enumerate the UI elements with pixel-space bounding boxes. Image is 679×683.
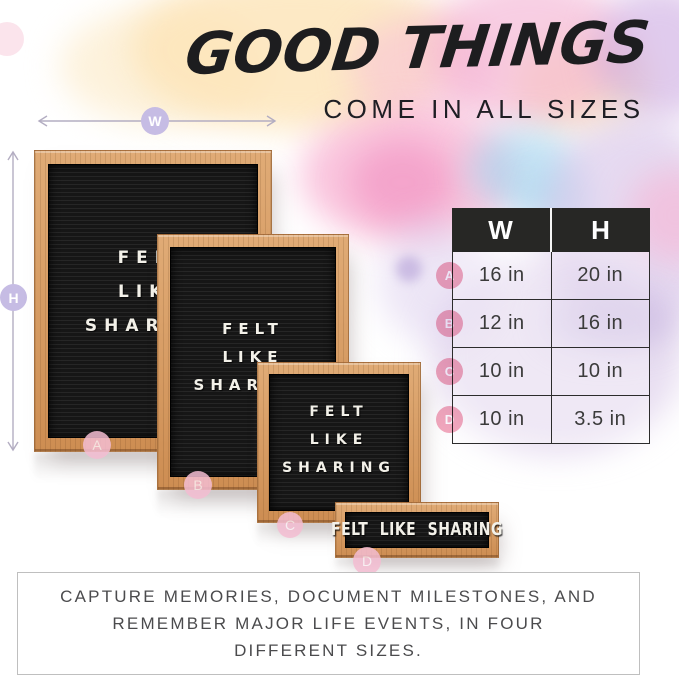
table-cell-b-h: 16 in xyxy=(551,300,649,347)
table-row-d-dot: D xyxy=(436,406,463,433)
table-row: 16 in 20 in xyxy=(453,252,649,299)
table-row-c-dot-label: C xyxy=(444,364,455,379)
height-dimension-label: H xyxy=(8,289,19,306)
caption-box: CAPTURE MEMORIES, DOCUMENT MILESTONES, A… xyxy=(17,572,640,675)
table-row-a-dot: A xyxy=(436,262,463,289)
table-row-b-dot: B xyxy=(436,310,463,337)
table-cell-b-w: 12 in xyxy=(453,300,552,347)
caption-line: REMEMBER MAJOR LIFE EVENTS, IN FOUR xyxy=(112,614,545,633)
height-dimension-badge: H xyxy=(0,284,27,311)
table-cell-c-w: 10 in xyxy=(453,348,552,395)
table-row: 10 in 10 in xyxy=(453,347,649,395)
table-row-b-dot-label: B xyxy=(444,316,455,331)
board-c-text-line: FELT xyxy=(309,403,369,420)
table-cell-c-h: 10 in xyxy=(551,348,649,395)
letter-board-c-felt: FELT LIKE SHARING xyxy=(269,374,409,511)
size-table-header-h: H xyxy=(591,214,611,245)
board-c-size-dot: C xyxy=(277,512,303,538)
board-b-size-dot-label: B xyxy=(193,477,203,493)
board-c-text-line: SHARING xyxy=(282,459,396,476)
size-table-body: 16 in 20 in 12 in 16 in 10 in 10 in 10 i… xyxy=(452,252,650,444)
board-c-text-line: LIKE xyxy=(309,431,369,448)
board-d-text-line: FELT LIKE SHARING xyxy=(331,520,503,540)
board-b-size-dot: B xyxy=(184,471,212,499)
table-row-c-dot: C xyxy=(436,358,463,385)
size-table: W H 16 in 20 in 12 in 16 in 10 in 10 in … xyxy=(452,208,650,444)
size-table-header-w: W xyxy=(452,208,552,252)
board-a-size-dot-label: A xyxy=(92,437,102,453)
board-d-size-dot: D xyxy=(353,547,381,575)
table-row: 12 in 16 in xyxy=(453,299,649,347)
width-dimension-label: W xyxy=(148,113,162,129)
table-row: 10 in 3.5 in xyxy=(453,395,649,443)
table-row-d-dot-label: D xyxy=(444,412,455,427)
board-b-text-line: FELT xyxy=(222,320,284,338)
subtitle: COME IN ALL SIZES xyxy=(323,94,645,124)
table-cell-d-h: 3.5 in xyxy=(551,396,649,443)
table-cell-d-w: 10 in xyxy=(453,396,552,443)
table-cell-a-w: 16 in xyxy=(453,252,552,299)
board-d-size-dot-label: D xyxy=(361,553,373,569)
width-dimension-badge: W xyxy=(141,107,169,135)
main-title: GOOD THINGS xyxy=(181,7,654,89)
board-a-size-dot: A xyxy=(83,431,111,459)
letter-board-d-felt: FELT LIKE SHARING xyxy=(331,512,502,548)
size-table-header: W H xyxy=(452,208,650,252)
table-cell-a-h: 20 in xyxy=(551,252,649,299)
board-c-size-dot-label: C xyxy=(284,517,296,533)
letter-board-d: FELT LIKE SHARING xyxy=(331,502,502,558)
caption-line: CAPTURE MEMORIES, DOCUMENT MILESTONES, A… xyxy=(60,587,597,606)
caption-line: DIFFERENT SIZES. xyxy=(234,641,423,660)
board-b-text-line: LIKE xyxy=(222,348,284,366)
table-row-a-dot-label: A xyxy=(444,268,455,283)
letter-board-c: FELT LIKE SHARING xyxy=(257,362,421,523)
